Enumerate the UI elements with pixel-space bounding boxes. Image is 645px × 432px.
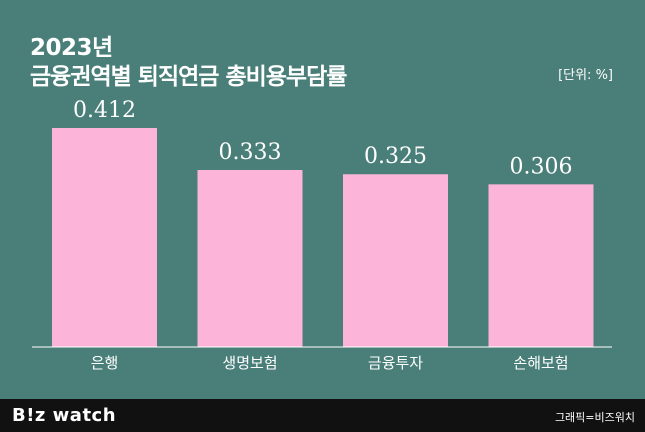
category-label-1: 생명보험 [222, 354, 277, 372]
value-label-1: 0.333 [219, 140, 282, 165]
value-label-0: 0.412 [73, 98, 136, 123]
category-label-0: 은행 [91, 354, 119, 372]
unit-label: [단위: %] [558, 68, 613, 83]
bar-0 [52, 128, 157, 347]
chart-year: 2023년 [30, 35, 113, 61]
bar-2 [343, 174, 448, 347]
brand-logo: B!z watch [12, 405, 117, 426]
bar-1 [197, 169, 303, 347]
bar-chart: 0.412 은행 0.333 생명보험 0.325 금융투자 0.306 손해보험 [32, 98, 612, 372]
graphic-credit: 그래픽=비즈워치 [554, 411, 635, 424]
value-label-2: 0.325 [364, 144, 427, 169]
footer-bar: B!z watch 그래픽=비즈워치 [0, 399, 645, 432]
category-label-2: 금융투자 [368, 354, 423, 372]
category-label-3: 손해보험 [513, 354, 568, 372]
value-label-3: 0.306 [510, 154, 573, 179]
bar-3 [488, 184, 594, 347]
chart-title: 금융권역별 퇴직연금 총비용부담률 [30, 64, 347, 90]
